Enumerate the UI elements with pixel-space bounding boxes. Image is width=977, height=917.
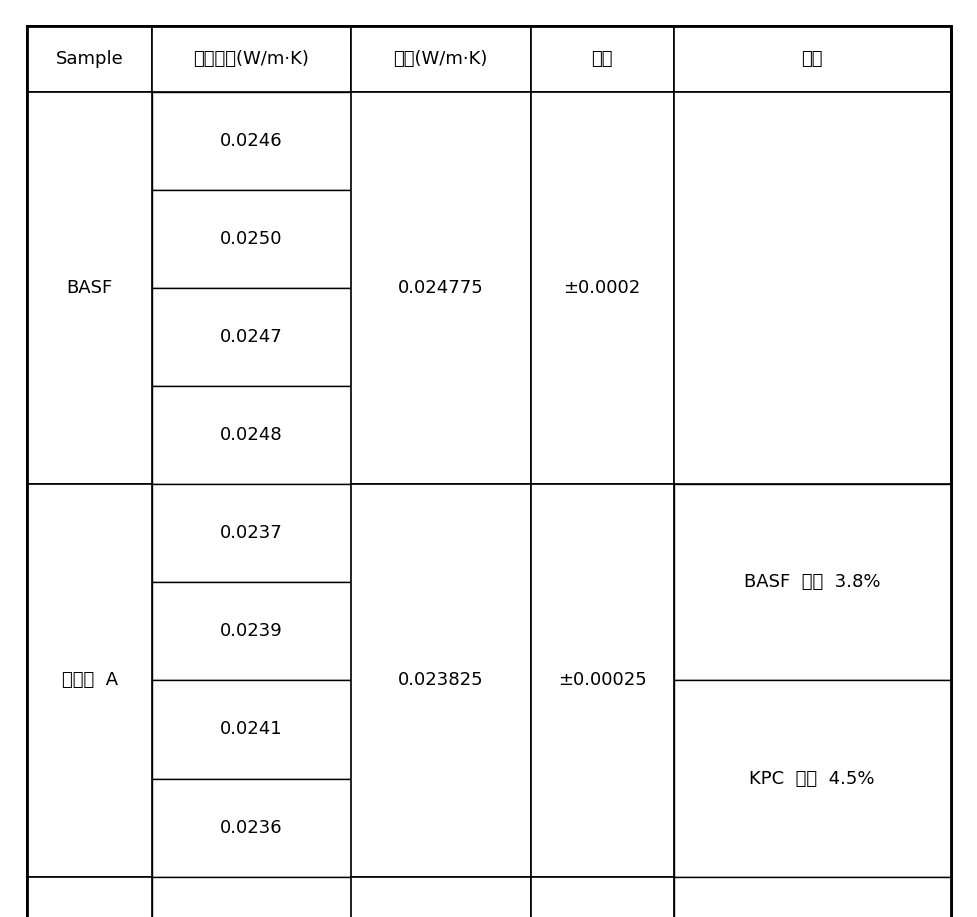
Text: BASF  대비  3.8%: BASF 대비 3.8% bbox=[743, 573, 879, 591]
Bar bbox=[151, 92, 350, 190]
Bar bbox=[27, 26, 151, 92]
Text: BASF: BASF bbox=[66, 279, 112, 297]
Text: 0.0236: 0.0236 bbox=[220, 819, 282, 836]
Text: 편차: 편차 bbox=[591, 50, 613, 68]
Text: Sample: Sample bbox=[56, 50, 123, 68]
Text: ±0.00025: ±0.00025 bbox=[557, 671, 646, 690]
Bar bbox=[151, 386, 350, 484]
Bar bbox=[151, 680, 350, 779]
Bar bbox=[673, 877, 950, 917]
Bar bbox=[350, 484, 530, 877]
Bar bbox=[27, 92, 151, 484]
Text: 0.023825: 0.023825 bbox=[398, 671, 483, 690]
Text: 0.0239: 0.0239 bbox=[220, 623, 282, 640]
Text: 0.024775: 0.024775 bbox=[398, 279, 483, 297]
Bar bbox=[673, 26, 950, 92]
Bar bbox=[673, 484, 950, 680]
Text: 0.0246: 0.0246 bbox=[220, 132, 282, 149]
Bar bbox=[27, 877, 151, 917]
Text: 열전도도(W/m·K): 열전도도(W/m·K) bbox=[193, 50, 309, 68]
Bar bbox=[530, 92, 673, 484]
Text: ±0.0002: ±0.0002 bbox=[563, 279, 640, 297]
Bar bbox=[350, 877, 530, 917]
Text: 0.0241: 0.0241 bbox=[220, 721, 282, 738]
Bar bbox=[151, 877, 350, 917]
Bar bbox=[530, 877, 673, 917]
Bar bbox=[151, 288, 350, 386]
Text: 평균(W/m·K): 평균(W/m·K) bbox=[393, 50, 488, 68]
Bar bbox=[151, 26, 350, 92]
Bar bbox=[151, 582, 350, 680]
Bar bbox=[350, 26, 530, 92]
Bar bbox=[151, 779, 350, 877]
Text: 한발대  A: 한발대 A bbox=[62, 671, 117, 690]
Text: 0.0237: 0.0237 bbox=[220, 525, 282, 542]
Text: 0.0248: 0.0248 bbox=[220, 426, 282, 444]
Text: 0.0247: 0.0247 bbox=[220, 328, 282, 346]
Text: 비고: 비고 bbox=[800, 50, 822, 68]
Bar bbox=[350, 92, 530, 484]
Text: KPC  대비  4.5%: KPC 대비 4.5% bbox=[748, 769, 874, 788]
Bar bbox=[673, 92, 950, 484]
Bar bbox=[530, 484, 673, 877]
Bar bbox=[673, 680, 950, 877]
Bar bbox=[151, 484, 350, 582]
Text: 0.0250: 0.0250 bbox=[220, 230, 282, 248]
Bar bbox=[151, 190, 350, 288]
Bar bbox=[27, 484, 151, 877]
Bar bbox=[530, 26, 673, 92]
